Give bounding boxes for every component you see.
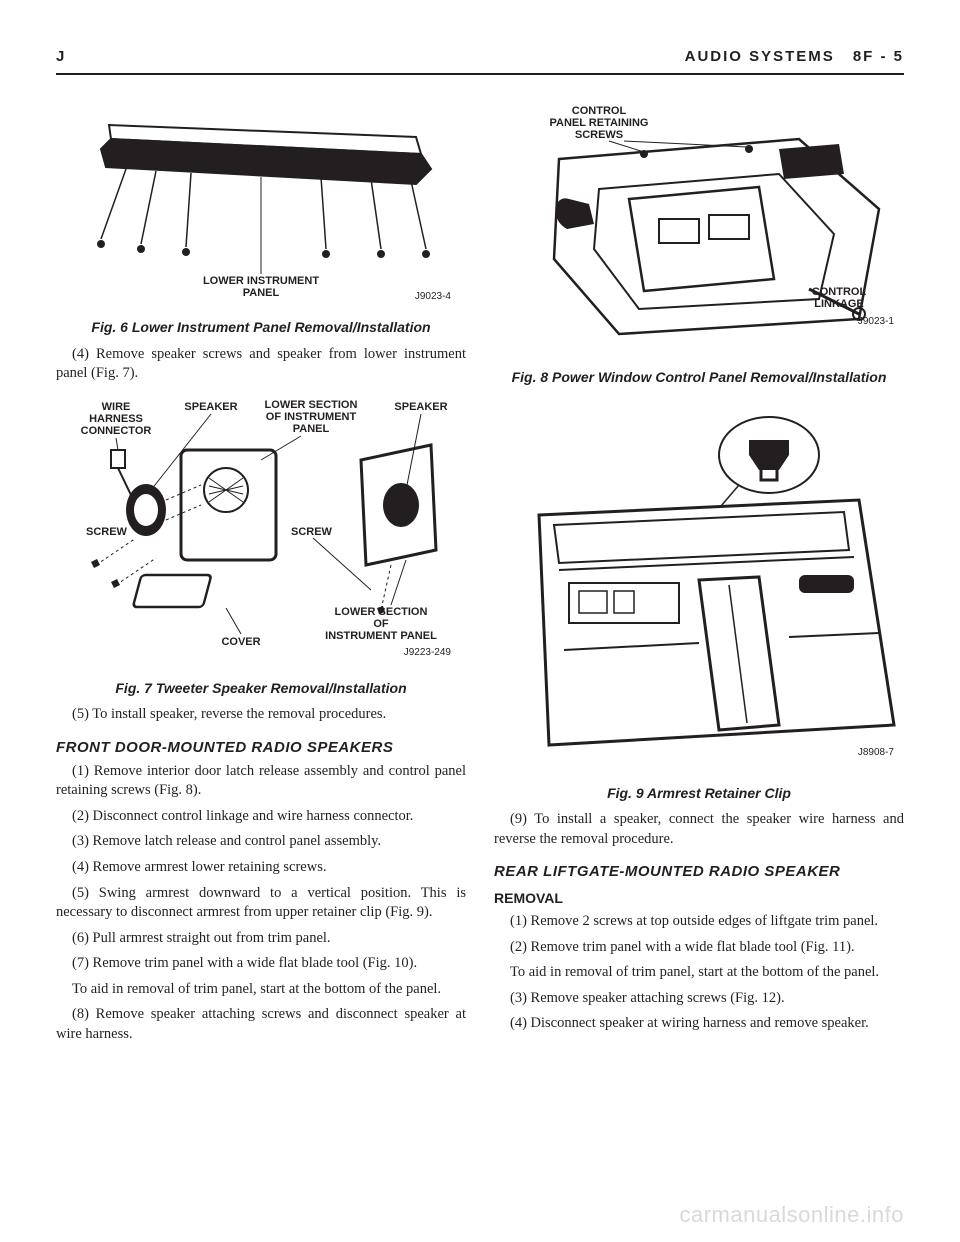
svg-text:HARNESS: HARNESS [89, 413, 143, 425]
figure-9-svg: J8908-7 [499, 405, 899, 775]
rear-step-3: (3) Remove speaker attaching screws (Fig… [494, 989, 904, 1009]
figure-6: LOWER INSTRUMENT PANEL J9023-4 Fig. 6 Lo… [56, 99, 466, 345]
svg-text:LOWER SECTION: LOWER SECTION [335, 606, 428, 618]
svg-text:J9023-1: J9023-1 [858, 316, 895, 327]
front-step-4: (4) Remove armrest lower retaining screw… [56, 858, 466, 878]
right-column: CONTROL PANEL RETAINING SCREWS CONTROL L… [494, 99, 904, 1050]
figure-9-caption: Fig. 9 Armrest Retainer Clip [607, 785, 791, 803]
step-5-text: (5) To install speaker, reverse the remo… [56, 705, 466, 725]
svg-text:J8908-7: J8908-7 [858, 747, 895, 758]
figure-9: J8908-7 Fig. 9 Armrest Retainer Clip [494, 405, 904, 811]
svg-text:CONNECTOR: CONNECTOR [81, 425, 152, 437]
front-step-2: (2) Disconnect control linkage and wire … [56, 807, 466, 827]
figure-7-svg: WIRE HARNESS CONNECTOR SPEAKER LOWER SEC… [61, 390, 461, 670]
svg-text:SPEAKER: SPEAKER [394, 401, 447, 413]
svg-text:LINKAGE: LINKAGE [814, 298, 864, 310]
svg-text:COVER: COVER [221, 636, 260, 648]
removal-subheading: REMOVAL [494, 890, 904, 906]
figure-8-caption: Fig. 8 Power Window Control Panel Remova… [512, 369, 887, 387]
figure-6-svg: LOWER INSTRUMENT PANEL J9023-4 [61, 99, 461, 309]
rear-liftgate-heading: REAR LIFTGATE-MOUNTED RADIO SPEAKER [494, 863, 904, 880]
rear-step-2: (2) Remove trim panel with a wide flat b… [494, 938, 904, 958]
svg-text:CONTROL: CONTROL [812, 286, 867, 298]
svg-text:OF: OF [373, 618, 389, 630]
svg-text:LOWER INSTRUMENT: LOWER INSTRUMENT [203, 275, 319, 287]
front-step-6: (6) Pull armrest straight out from trim … [56, 929, 466, 949]
front-note-1: To aid in removal of trim panel, start a… [56, 980, 466, 1000]
rear-step-1: (1) Remove 2 screws at top outside edges… [494, 912, 904, 932]
svg-text:PANEL: PANEL [293, 423, 330, 435]
header-page: 8F - 5 [853, 48, 904, 65]
svg-text:LOWER SECTION: LOWER SECTION [265, 399, 358, 411]
header-rule [56, 73, 904, 75]
two-column-layout: LOWER INSTRUMENT PANEL J9023-4 Fig. 6 Lo… [56, 99, 904, 1050]
svg-text:CONTROL: CONTROL [572, 105, 627, 117]
front-step-8: (8) Remove speaker attaching screws and … [56, 1005, 466, 1044]
svg-text:SCREW: SCREW [86, 526, 128, 538]
svg-text:SPEAKER: SPEAKER [184, 401, 237, 413]
figure-7-caption: Fig. 7 Tweeter Speaker Removal/Installat… [115, 680, 406, 698]
header-section: AUDIO SYSTEMS [685, 48, 835, 65]
step-9-text: (9) To install a speaker, connect the sp… [494, 810, 904, 849]
rear-note: To aid in removal of trim panel, start a… [494, 963, 904, 983]
svg-text:PANEL: PANEL [243, 287, 280, 299]
front-door-heading: FRONT DOOR-MOUNTED RADIO SPEAKERS [56, 739, 466, 756]
svg-text:OF INSTRUMENT: OF INSTRUMENT [266, 411, 357, 423]
svg-text:J9023-4: J9023-4 [415, 291, 452, 302]
step-4-text: (4) Remove speaker screws and speaker fr… [56, 345, 466, 384]
front-step-1: (1) Remove interior door latch release a… [56, 762, 466, 801]
svg-text:SCREW: SCREW [291, 526, 333, 538]
svg-text:J9223-249: J9223-249 [404, 647, 452, 658]
rear-step-4: (4) Disconnect speaker at wiring harness… [494, 1014, 904, 1034]
header-left: J [56, 48, 66, 65]
svg-text:INSTRUMENT PANEL: INSTRUMENT PANEL [325, 630, 437, 642]
svg-text:WIRE: WIRE [102, 401, 131, 413]
svg-text:PANEL RETAINING: PANEL RETAINING [549, 117, 648, 129]
front-step-3: (3) Remove latch release and control pan… [56, 832, 466, 852]
page-header: J AUDIO SYSTEMS 8F - 5 [56, 48, 904, 65]
watermark: carmanualsonline.info [679, 1202, 904, 1228]
front-step-5: (5) Swing armrest downward to a vertical… [56, 884, 466, 923]
front-step-7: (7) Remove trim panel with a wide flat b… [56, 954, 466, 974]
svg-text:SCREWS: SCREWS [575, 129, 623, 141]
figure-8-svg: CONTROL PANEL RETAINING SCREWS CONTROL L… [499, 99, 899, 359]
figure-6-caption: Fig. 6 Lower Instrument Panel Removal/In… [91, 319, 430, 337]
figure-8: CONTROL PANEL RETAINING SCREWS CONTROL L… [494, 99, 904, 395]
left-column: LOWER INSTRUMENT PANEL J9023-4 Fig. 6 Lo… [56, 99, 466, 1050]
figure-7: WIRE HARNESS CONNECTOR SPEAKER LOWER SEC… [56, 390, 466, 706]
